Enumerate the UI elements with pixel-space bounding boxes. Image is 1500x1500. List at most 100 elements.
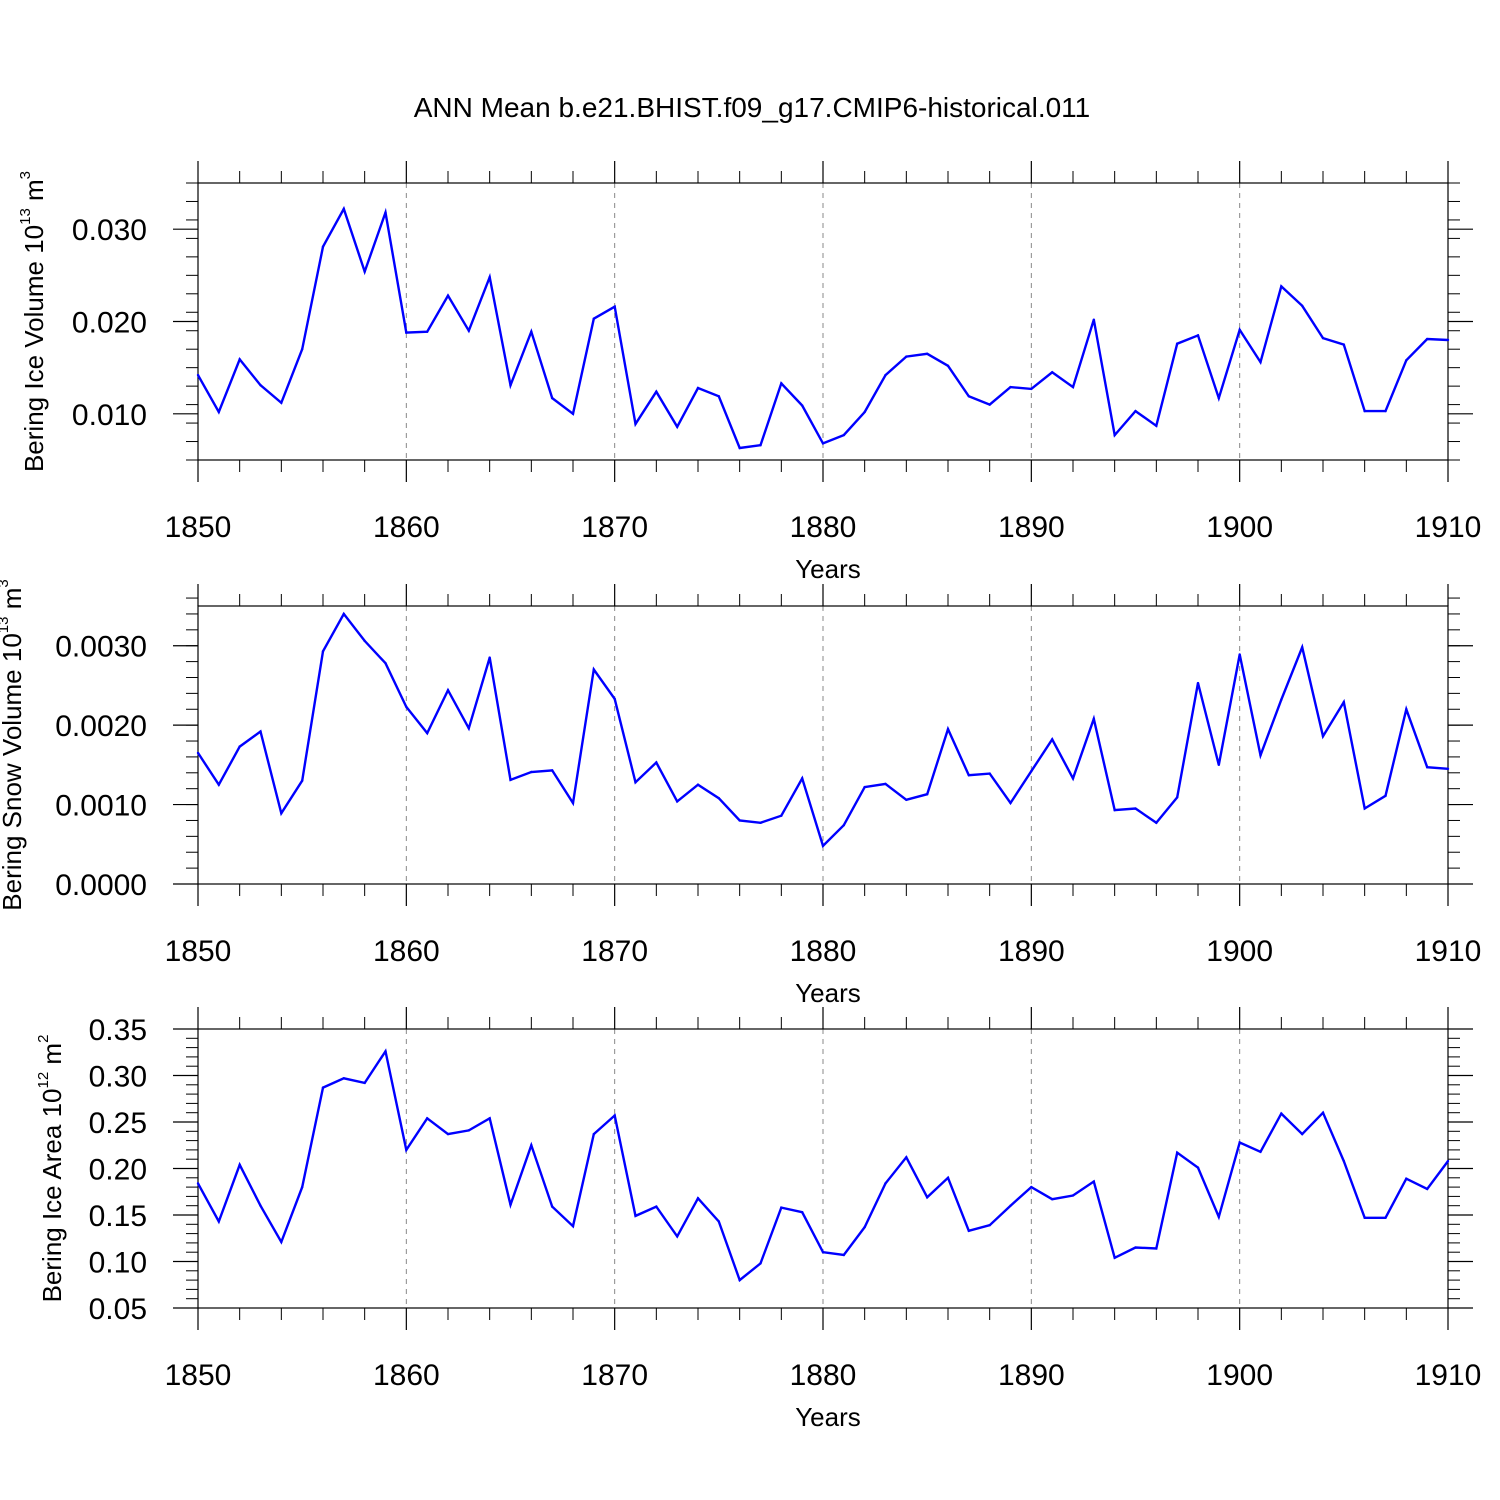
data-point	[988, 403, 991, 406]
data-point	[196, 373, 200, 377]
data-point	[1342, 700, 1346, 704]
data-point	[1134, 409, 1137, 413]
data-point	[863, 410, 866, 414]
data-point	[1259, 754, 1262, 757]
data-point	[925, 793, 929, 796]
data-point	[300, 348, 304, 351]
data-point	[467, 1129, 471, 1132]
data-point	[405, 1148, 408, 1152]
data-point	[863, 1225, 866, 1229]
data-point	[1259, 1150, 1262, 1153]
data-point	[1405, 359, 1408, 362]
data-point	[675, 800, 679, 803]
data-point	[530, 1144, 533, 1147]
data-point	[780, 814, 783, 817]
data-point	[1113, 808, 1116, 812]
data-point	[467, 727, 471, 730]
data-point	[550, 396, 554, 400]
data-point	[425, 330, 429, 333]
data-point	[1196, 1166, 1200, 1169]
data-point	[530, 770, 533, 774]
y-axis-label-part: m	[19, 179, 49, 208]
data-point	[842, 1253, 846, 1257]
y-axis-label-part: m	[37, 1043, 67, 1072]
data-point	[1405, 1177, 1408, 1180]
x-tick-label: 1880	[790, 935, 857, 968]
data-point	[1384, 409, 1387, 413]
data-point	[634, 1214, 637, 1218]
data-point	[405, 331, 408, 334]
data-point	[1217, 396, 1221, 400]
x-tick-label: 1880	[790, 1359, 857, 1392]
y-axis-label-superscript: 3	[17, 171, 34, 179]
data-point	[1238, 328, 1241, 332]
data-point	[1300, 304, 1304, 308]
data-point	[1238, 653, 1241, 656]
data-point	[905, 798, 908, 802]
data-point	[509, 384, 512, 387]
data-point	[780, 1206, 783, 1209]
data-point	[488, 656, 491, 659]
data-point	[1363, 807, 1366, 810]
data-point	[1280, 1112, 1283, 1115]
data-point	[821, 442, 825, 445]
data-point	[946, 1176, 950, 1180]
data-point	[363, 270, 366, 273]
data-point	[384, 211, 387, 214]
y-axis-label-part: Bering Snow Volume 10	[0, 633, 27, 911]
data-point	[759, 1262, 762, 1265]
data-point	[946, 364, 950, 368]
y-tick-label: 0.20	[89, 1154, 147, 1187]
data-point	[1384, 794, 1387, 798]
data-point	[675, 425, 679, 428]
data-point	[967, 773, 971, 777]
data-point	[988, 772, 991, 775]
data-point	[675, 1235, 679, 1238]
data-point	[1175, 342, 1179, 345]
x-tick-label: 1910	[1415, 511, 1482, 544]
panel-1: 1850 1860 1870 1880 1890 1900 1910 Years 0.010 0.…	[17, 161, 1481, 584]
data-point	[1425, 766, 1429, 769]
data-point	[1030, 1185, 1033, 1189]
x-tick-label: 1870	[581, 511, 648, 544]
y-axis-label-superscript: 3	[0, 579, 12, 587]
data-point	[717, 1220, 721, 1223]
data-point	[488, 275, 491, 279]
data-point	[571, 1224, 575, 1228]
data-point	[550, 1205, 554, 1208]
data-point	[1321, 336, 1325, 340]
data-point	[655, 1205, 658, 1208]
data-point	[550, 769, 554, 772]
y-axis-label-part: m	[0, 588, 27, 617]
x-tick-label: 1850	[165, 935, 232, 968]
data-point	[759, 444, 762, 447]
data-point	[1446, 1159, 1450, 1163]
data-point	[509, 1203, 512, 1206]
data-point	[780, 382, 783, 385]
data-point	[946, 727, 950, 731]
data-point	[1321, 735, 1325, 738]
data-point	[800, 777, 804, 780]
data-point	[738, 1278, 741, 1282]
x-tick-label: 1870	[581, 1359, 648, 1392]
x-tick-label: 1850	[165, 1359, 232, 1392]
y-tick-label: 0.0000	[55, 869, 147, 902]
data-point	[363, 1081, 366, 1085]
data-point	[696, 783, 700, 786]
y-tick-label: 0.25	[89, 1107, 147, 1140]
data-point	[384, 1050, 387, 1053]
y-tick-label: 0.0030	[55, 631, 147, 664]
y-axis-label-part: Bering Ice Volume 10	[19, 225, 49, 472]
y-tick-label: 0.30	[89, 1061, 147, 1094]
data-point	[655, 761, 658, 764]
data-point	[800, 1211, 804, 1214]
data-point	[259, 730, 262, 733]
data-point	[1134, 807, 1137, 810]
data-point	[509, 778, 512, 782]
data-point	[1342, 1159, 1346, 1163]
data-point	[259, 1204, 262, 1207]
data-point	[342, 612, 346, 616]
data-point	[238, 745, 241, 748]
x-tick-label: 1910	[1415, 1359, 1482, 1392]
